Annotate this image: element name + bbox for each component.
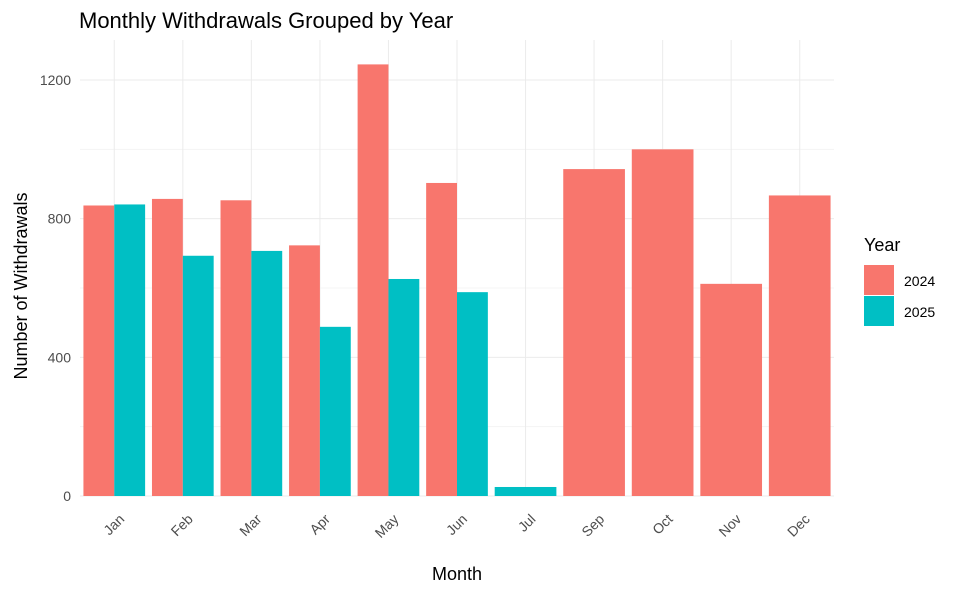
bar-2024-apr (289, 245, 320, 496)
x-tick-label: Jun (443, 511, 470, 538)
x-tick-label: Apr (306, 511, 333, 538)
legend-label-2024: 2024 (904, 273, 935, 289)
bar-2024-oct (631, 149, 694, 496)
y-axis-title: Number of Withdrawals (11, 192, 31, 379)
y-tick-label: 400 (48, 349, 72, 365)
x-axis-title: Month (432, 564, 482, 584)
bar-2024-dec (768, 195, 831, 496)
bar-2025-feb (182, 255, 214, 496)
bar-2024-jan (83, 205, 115, 497)
bar-2025-apr (319, 326, 351, 496)
bar-2025-jun (457, 292, 488, 496)
y-tick-label: 1200 (40, 72, 71, 88)
y-tick-label: 800 (48, 211, 72, 227)
legend-label-2025: 2025 (904, 304, 935, 320)
x-tick-label: Jul (515, 511, 539, 535)
legend-key-2025 (864, 296, 894, 326)
legend-key-2024 (864, 265, 894, 295)
bar-2025-jan (114, 204, 146, 496)
x-tick-label: Dec (784, 511, 813, 540)
bar-2024-jun (426, 182, 457, 496)
x-tick-label: Mar (236, 511, 265, 540)
bar-2024-nov (700, 283, 763, 496)
x-tick-label: Nov (715, 511, 744, 540)
bar-2025-mar (251, 250, 283, 496)
bars (83, 64, 831, 497)
x-tick-label: May (372, 511, 402, 541)
legend-title: Year (864, 235, 900, 255)
bar-2024-may (357, 64, 389, 497)
bar-2025-jul (494, 486, 557, 496)
x-axis-ticks: Jan Feb Mar Apr May Jun Jul Sep Oct Nov Dec (100, 511, 813, 541)
bar-2024-sep (563, 169, 625, 496)
x-tick-label: Sep (578, 511, 607, 540)
legend: Year 2024 2025 (864, 235, 935, 326)
x-tick-label: Oct (649, 511, 676, 538)
chart-title: Monthly Withdrawals Grouped by Year (79, 8, 453, 33)
y-tick-label: 0 (63, 488, 71, 504)
x-tick-label: Jan (100, 511, 127, 538)
bar-2024-feb (151, 198, 183, 496)
bar-2025-may (388, 278, 420, 496)
bar-2024-mar (220, 200, 252, 497)
y-axis-ticks: 0 400 800 1200 (40, 72, 71, 504)
x-tick-label: Feb (168, 511, 197, 540)
